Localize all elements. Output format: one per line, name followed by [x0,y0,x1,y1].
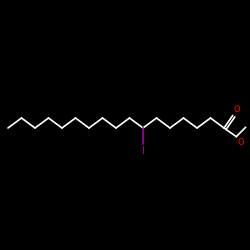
Text: I: I [142,146,144,156]
Text: O: O [237,138,244,146]
Text: O: O [234,105,240,114]
